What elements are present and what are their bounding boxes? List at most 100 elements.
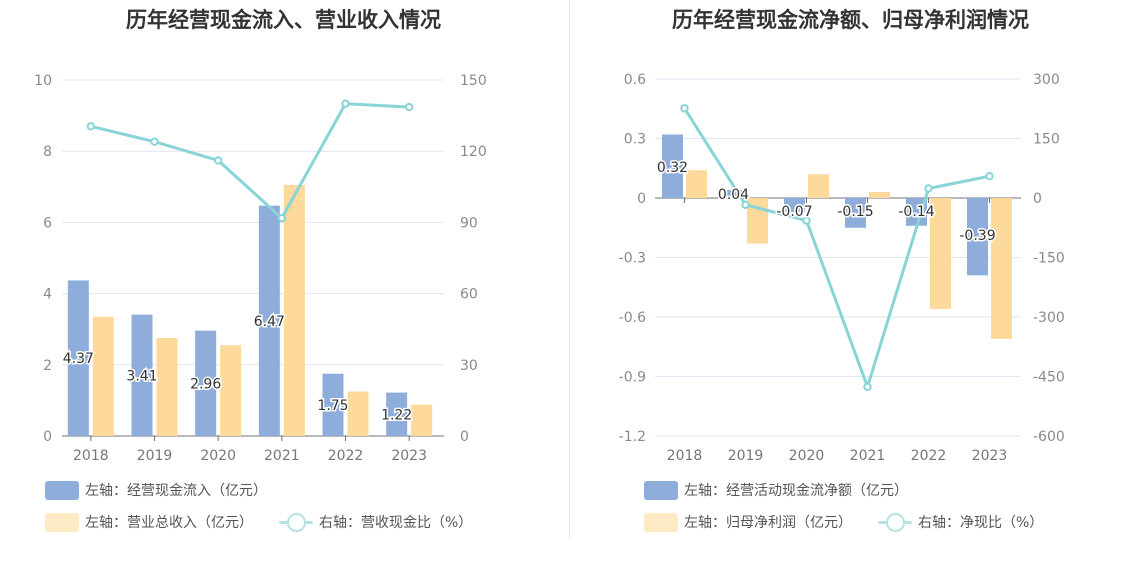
x-axis-category-label: 2018 [667,448,703,464]
left-axis-tick-label: 6 [43,215,52,231]
left-axis-tick-label: 0.6 [624,72,646,88]
bar-series-1 [258,205,280,436]
right-axis-tick-label: -300 [1033,310,1065,326]
x-axis-category-label: 2021 [850,448,886,464]
bar-data-label: 3.41 [126,368,157,384]
bar-data-label: -0.15 [837,204,873,220]
right-axis-tick-label: -600 [1033,429,1065,445]
bar-series-2 [283,185,305,436]
right-legend-row-1: 左轴：经营活动现金流净额（亿元） [644,480,908,500]
bar-series-1 [662,134,683,198]
legend-swatch-revenue[interactable] [45,512,79,532]
left-chart-title: 历年经营现金流入、营业收入情况 [126,8,441,32]
legend-line-icon[interactable] [878,512,912,532]
legend-label-net-profit[interactable]: 左轴：归母净利润（亿元） [684,515,852,531]
left-chart-panel: 历年经营现金流入、营业收入情况 0 2 4 6 8 10 0 30 60 90 120 150 2018… [34,8,487,532]
bar-series-1 [322,373,344,436]
right-axis-tick-label: 30 [460,358,478,374]
line-series [90,102,410,220]
line-point [404,102,414,112]
x-axis-category-label: 2023 [972,448,1008,464]
right-axis-tick-label: 0 [460,429,469,445]
bar-data-label: 4.37 [63,351,94,367]
x-axis-category-label: 2019 [137,448,173,464]
right-chart-panel: 历年经营现金流净额、归母净利润情况 -1.2 -0.9 -0.6 -0.3 0 0.3 0.… [567,0,1134,582]
x-axis-category-label: 2021 [264,448,300,464]
right-axis-tick-label: 60 [460,287,478,303]
right-axis-tick-label: 300 [1033,72,1060,88]
right-axis-tick-label: 0 [1033,191,1042,207]
bar-series-1 [723,190,744,198]
bar-series-2 [156,338,178,436]
legend-label-net-cash-flow[interactable]: 左轴：经营活动现金流净额（亿元） [684,483,908,499]
left-axis-tick-label: -1.2 [619,429,646,445]
legend-line-icon[interactable] [279,512,313,532]
legend-label-revenue[interactable]: 左轴：营业总收入（亿元） [85,515,253,531]
right-axis-tick-label: -150 [1033,251,1065,267]
bar-series-2 [411,404,433,436]
legend-swatch-net-cash-flow[interactable] [644,480,678,500]
left-legend-row-1: 左轴：经营现金流入（亿元） [45,480,267,500]
legend-label-cash-revenue-ratio[interactable]: 右轴：营收现金比（%） [319,515,473,531]
left-axis-tick-label: 4 [43,287,52,303]
right-legend-row-2: 左轴：归母净利润（亿元） 右轴：净现比（%） [644,512,1043,532]
line-point [213,156,223,165]
x-axis-category-label: 2020 [200,448,236,464]
line-point [924,184,933,193]
left-legend-row-2: 左轴：营业总收入（亿元） 右轴：营收现金比（%） [45,512,472,532]
bar-series-2 [869,192,890,198]
left-axis-tick-label: -0.6 [619,310,646,326]
left-chart-plot: 0 2 4 6 8 10 0 30 60 90 120 150 2018 2019 2020 2021 2022… [34,73,487,464]
left-axis-tick-label: 0 [637,191,646,207]
bar-series-1 [906,198,927,226]
bar-data-label: 6.47 [254,314,285,330]
bar-data-label: 0.32 [657,160,688,176]
line-point [341,99,350,108]
bar-series-2 [92,316,114,436]
legend-swatch-net-profit[interactable] [644,512,678,532]
bar-series-2 [930,198,951,310]
left-axis-tick-label: -0.3 [619,251,646,267]
legend-label-cash-inflow[interactable]: 左轴：经营现金流入（亿元） [85,483,267,499]
x-axis-category-label: 2022 [328,448,364,464]
bar-series-1 [195,330,217,436]
line-point [150,137,159,146]
bar-series-2 [991,198,1012,339]
bar-data-label: 1.22 [381,407,412,423]
line-point [985,171,994,181]
bar-series-1 [131,314,153,436]
legend-swatch-cash-inflow[interactable] [45,480,79,500]
bar-data-label: -0.07 [776,204,812,220]
line-point [277,213,287,223]
bar-series-1 [386,392,408,436]
x-axis-category-label: 2020 [789,448,825,464]
bar-data-label: -0.14 [898,204,934,220]
bar-series-1 [845,198,866,228]
legend-label-net-cash-ratio[interactable]: 右轴：净现比（%） [918,515,1044,531]
right-chart-title: 历年经营现金流净额、归母净利润情况 [672,8,1029,32]
x-axis-category-label: 2019 [728,448,764,464]
line-point [680,104,689,113]
bar-data-label: 0.04 [718,187,749,203]
right-axis-tick-label: 90 [460,215,478,231]
bar-series-1 [967,198,988,276]
bar-data-label: 2.96 [190,376,221,392]
left-axis-tick-label: 0 [43,429,52,445]
left-axis-tick-label: 10 [34,73,52,89]
line-series [683,107,990,389]
left-axis-tick-label: 8 [43,144,52,160]
bar-series-1 [784,198,805,212]
bar-series-2 [808,174,829,198]
line-point [863,382,872,392]
x-axis-category-label: 2018 [73,448,109,464]
right-axis-tick-label: 150 [460,73,487,89]
x-axis-category-label: 2022 [911,448,947,464]
left-axis-tick-label: 2 [43,358,52,374]
line-point [86,122,96,131]
left-axis-tick-label: -0.9 [619,370,646,386]
bar-series-2 [347,391,369,436]
bar-series-1 [67,280,89,436]
line-point [802,216,811,225]
bar-series-2 [686,170,707,198]
left-axis-tick-label: 0.3 [624,132,646,148]
